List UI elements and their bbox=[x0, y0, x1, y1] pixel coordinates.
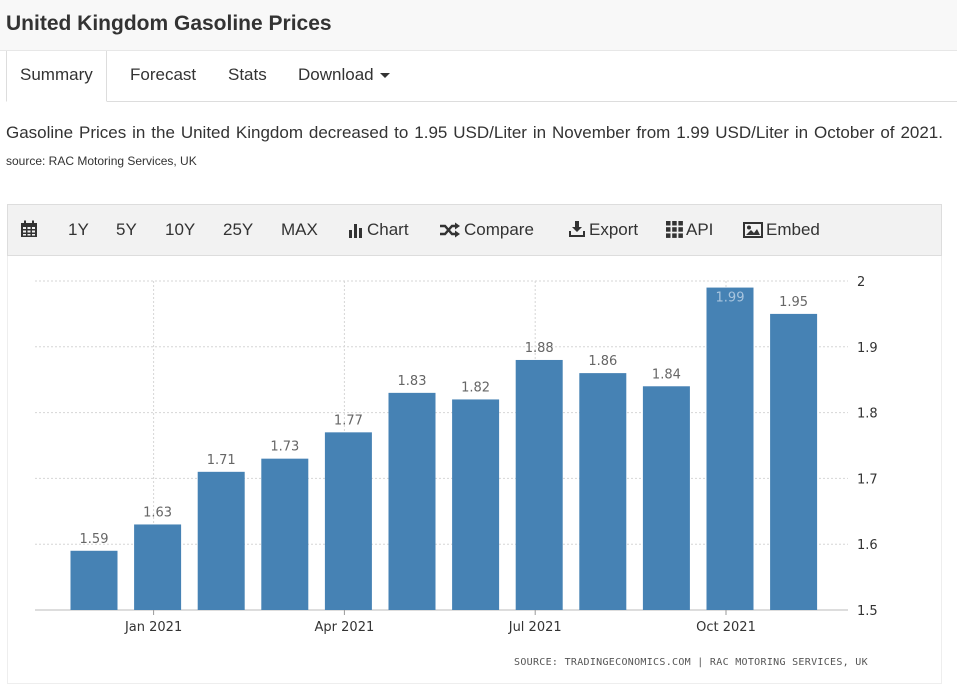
data-label: 1.83 bbox=[398, 374, 427, 389]
y-tick-label: 1.8 bbox=[857, 407, 878, 422]
y-tick-label: 2 bbox=[857, 275, 865, 290]
chart-label: Chart bbox=[367, 220, 409, 239]
bar bbox=[642, 386, 690, 610]
data-label: 1.88 bbox=[525, 341, 554, 356]
range-10y-button[interactable]: 10Y bbox=[165, 220, 196, 239]
tab-download-label: Download bbox=[298, 65, 374, 84]
summary-description: Gasoline Prices in the United Kingdom de… bbox=[6, 119, 943, 175]
page-header: United Kingdom Gasoline Prices bbox=[0, 0, 957, 51]
data-label: 1.71 bbox=[207, 453, 236, 468]
embed-button[interactable]: Embed bbox=[743, 205, 820, 255]
tab-stats[interactable]: Stats bbox=[228, 65, 267, 84]
grid-icon bbox=[666, 221, 683, 238]
range-5y-button[interactable]: 5Y bbox=[116, 220, 137, 239]
data-label: 1.86 bbox=[588, 354, 617, 369]
data-label: 1.95 bbox=[779, 295, 808, 310]
bar-chart-icon bbox=[349, 224, 362, 238]
data-label: 1.59 bbox=[80, 532, 109, 547]
y-tick-label: 1.7 bbox=[857, 472, 878, 487]
tab-download[interactable]: Download bbox=[296, 51, 392, 102]
bar bbox=[134, 524, 182, 610]
range-25y-button[interactable]: 25Y bbox=[223, 220, 254, 239]
data-label: 1.82 bbox=[461, 380, 490, 395]
chart-toolbar: 1Y 5Y 10Y 25Y MAX Chart Compare Export bbox=[7, 204, 942, 256]
data-label: 1.63 bbox=[143, 505, 172, 520]
chart-container: 1.5 1.6 1.7 1.8 1.9 2 Jan 2021 Apr 2021 Jul 2021… bbox=[7, 256, 942, 684]
api-button[interactable]: API bbox=[666, 205, 713, 255]
summary-text: Gasoline Prices in the United Kingdom de… bbox=[6, 123, 943, 142]
compare-label: Compare bbox=[464, 220, 534, 239]
api-label: API bbox=[686, 220, 714, 239]
x-tick-label: Jul 2021 bbox=[508, 620, 562, 635]
calendar-button[interactable] bbox=[20, 205, 41, 255]
bar bbox=[452, 399, 500, 610]
tab-summary[interactable]: Summary bbox=[6, 51, 107, 102]
x-tick-label: Oct 2021 bbox=[696, 620, 756, 635]
bar bbox=[261, 458, 309, 610]
chart-source: SOURCE: TRADINGECONOMICS.COM | RAC MOTOR… bbox=[514, 657, 868, 668]
shuffle-icon bbox=[440, 222, 460, 238]
summary-source: source: RAC Motoring Services, UK bbox=[6, 154, 197, 168]
bar bbox=[515, 359, 563, 610]
chart-type-button[interactable]: Chart bbox=[348, 205, 409, 255]
export-label: Export bbox=[589, 220, 639, 239]
data-label: 1.77 bbox=[334, 413, 363, 428]
bar bbox=[70, 550, 118, 610]
bar bbox=[706, 287, 754, 610]
data-label: 1.73 bbox=[270, 440, 299, 455]
x-tick-label: Jan 2021 bbox=[124, 620, 182, 635]
bar bbox=[770, 313, 818, 610]
image-icon bbox=[743, 222, 763, 238]
page-title: United Kingdom Gasoline Prices bbox=[6, 12, 332, 35]
calendar-icon bbox=[21, 220, 37, 237]
range-1y-button[interactable]: 1Y bbox=[68, 220, 89, 239]
download-icon bbox=[569, 221, 585, 237]
data-label: 1.84 bbox=[652, 367, 681, 382]
export-button[interactable]: Export bbox=[568, 205, 638, 255]
bar bbox=[197, 471, 245, 610]
y-tick-label: 1.9 bbox=[857, 341, 878, 356]
y-tick-label: 1.6 bbox=[857, 538, 878, 553]
bar bbox=[388, 392, 436, 610]
bar bbox=[324, 432, 372, 610]
compare-button[interactable]: Compare bbox=[439, 205, 534, 255]
tab-forecast[interactable]: Forecast bbox=[130, 65, 197, 84]
tab-bar: Summary Forecast Stats Download bbox=[6, 51, 957, 102]
data-label: 1.99 bbox=[716, 291, 745, 306]
caret-down-icon bbox=[379, 73, 390, 79]
embed-label: Embed bbox=[766, 220, 820, 239]
range-max-button[interactable]: MAX bbox=[281, 220, 318, 239]
x-tick-label: Apr 2021 bbox=[315, 620, 375, 635]
bar-chart: 1.5 1.6 1.7 1.8 1.9 2 Jan 2021 Apr 2021 Jul 2021… bbox=[35, 275, 878, 635]
y-tick-label: 1.5 bbox=[857, 604, 878, 619]
bar bbox=[579, 373, 627, 610]
